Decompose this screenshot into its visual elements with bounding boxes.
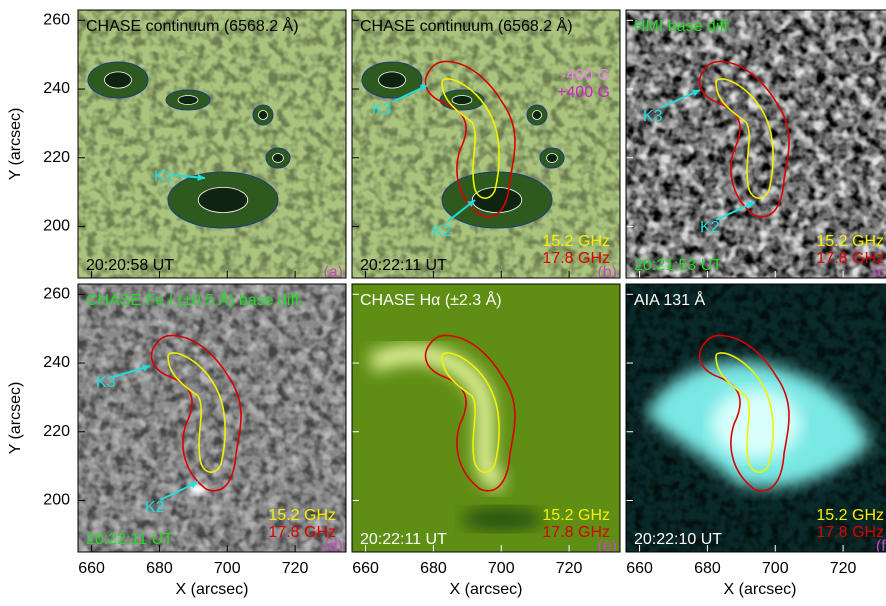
umbra [178,96,198,105]
panel-title: CHASE Hα (±2.3 Å) [360,290,502,309]
panel-image: CHASE Fe I (±0.5 Å) base diff. 20:22:11 U… [78,284,346,555]
dark-patch [462,507,542,531]
x-tick-label: 660 [626,560,653,577]
panel-title: HMI base diff. [634,18,732,35]
contour-label: 15.2 GHz [268,507,336,524]
umbra [273,154,284,163]
x-tick-label: 720 [282,560,309,577]
umbra [198,187,248,212]
x-axis-label: X (arcsec) [176,581,249,598]
contour-label: 17.8 GHz [542,524,610,541]
panel: CHASE continuum (6568.2 Å) 20:20:58 UT (a)… [7,10,346,281]
time-label: 20:21:53 UT [634,257,722,274]
y-tick-label: 240 [43,354,70,371]
umbra [533,111,542,120]
y-axis-label: Y (arcsec) [7,108,24,181]
kernel-label: K3 [372,101,392,118]
panel: CHASE Fe I (±0.5 Å) base diff. 20:22:11 U… [7,284,346,598]
x-tick-label: 700 [214,560,241,577]
panel-image: CHASE continuum (6568.2 Å)20:22:11 UT(b)… [352,10,620,281]
x-tick-label: 700 [488,560,515,577]
x-tick-label: 720 [830,560,857,577]
x-tick-label: 700 [762,560,789,577]
contour-label: +400 G [557,84,610,101]
y-tick-label: 200 [43,492,70,509]
time-label: 20:22:10 UT [634,531,722,548]
x-tick-label: 680 [420,560,447,577]
panel-title: CHASE Fe I (±0.5 Å) base diff. [86,290,303,309]
panel-image: HMI base diff.20:21:53 UT(c)15.2 GHz17.8… [626,10,886,281]
y-tick-label: 200 [43,218,70,235]
umbra [547,154,558,163]
x-tick-label: 660 [352,560,379,577]
time-label: 20:22:11 UT [360,257,447,274]
y-tick-label: 220 [43,149,70,166]
figure: CHASE continuum (6568.2 Å) 20:20:58 UT (a)… [0,0,886,606]
umbra [259,111,268,120]
panel-image: CHASE Hα (±2.3 Å)20:22:11 UT(e)15.2 GHz1… [352,284,620,555]
contour-label: 17.8 GHz [816,250,884,267]
y-axis-label: Y (arcsec) [7,382,24,455]
x-tick-label: 660 [78,560,105,577]
panel: HMI base diff.20:21:53 UT(c)15.2 GHz17.8… [626,10,886,281]
umbra [379,72,406,88]
kernel-label: K2 [432,223,452,240]
kernel-label: K3 [96,374,116,391]
panel: CHASE continuum (6568.2 Å)20:22:11 UT(b)… [352,10,620,281]
y-tick-label: 260 [43,12,70,29]
kernel-label: K1 [154,168,174,185]
x-axis-label: X (arcsec) [724,581,797,598]
contour-label: 15.2 GHz [542,507,610,524]
contour-label: 17.8 GHz [268,524,336,541]
umbra [472,187,522,212]
time-label: 20:22:11 UT [360,531,447,548]
panel-letter: (a) [323,264,343,281]
contour-label: 15.2 GHz [542,233,610,250]
kernel-label: K2 [145,499,165,516]
umbra [452,96,472,105]
panel-title: CHASE continuum (6568.2 Å) [86,16,299,35]
time-label: 20:20:58 UT [86,257,174,274]
panel-image: CHASE continuum (6568.2 Å) 20:20:58 UT (a)… [78,10,346,281]
y-tick-label: 260 [43,286,70,303]
x-axis-label: X (arcsec) [450,581,523,598]
kernel-label: K3 [643,108,663,125]
x-tick-label: 680 [694,560,721,577]
contour-label: 17.8 GHz [816,524,884,541]
contour-label: -400 G [561,67,610,84]
panel: CHASE Hα (±2.3 Å)20:22:11 UT(e)15.2 GHz1… [352,284,620,598]
panel-title: AIA 131 Å [634,290,705,309]
panel-title: CHASE continuum (6568.2 Å) [360,16,573,35]
contour-label: 17.8 GHz [542,250,610,267]
page: CHASE continuum (6568.2 Å) 20:20:58 UT (a)… [0,0,886,606]
x-tick-label: 720 [556,560,583,577]
contour-label: 15.2 GHz [816,507,884,524]
x-tick-label: 680 [146,560,173,577]
y-tick-label: 240 [43,80,70,97]
y-tick-label: 220 [43,423,70,440]
time-label: 20:22:11 UT [86,531,173,548]
contour-label: 15.2 GHz [816,233,884,250]
umbra [105,72,132,88]
image-noise [78,10,346,278]
kernel-label: K2 [700,219,720,236]
